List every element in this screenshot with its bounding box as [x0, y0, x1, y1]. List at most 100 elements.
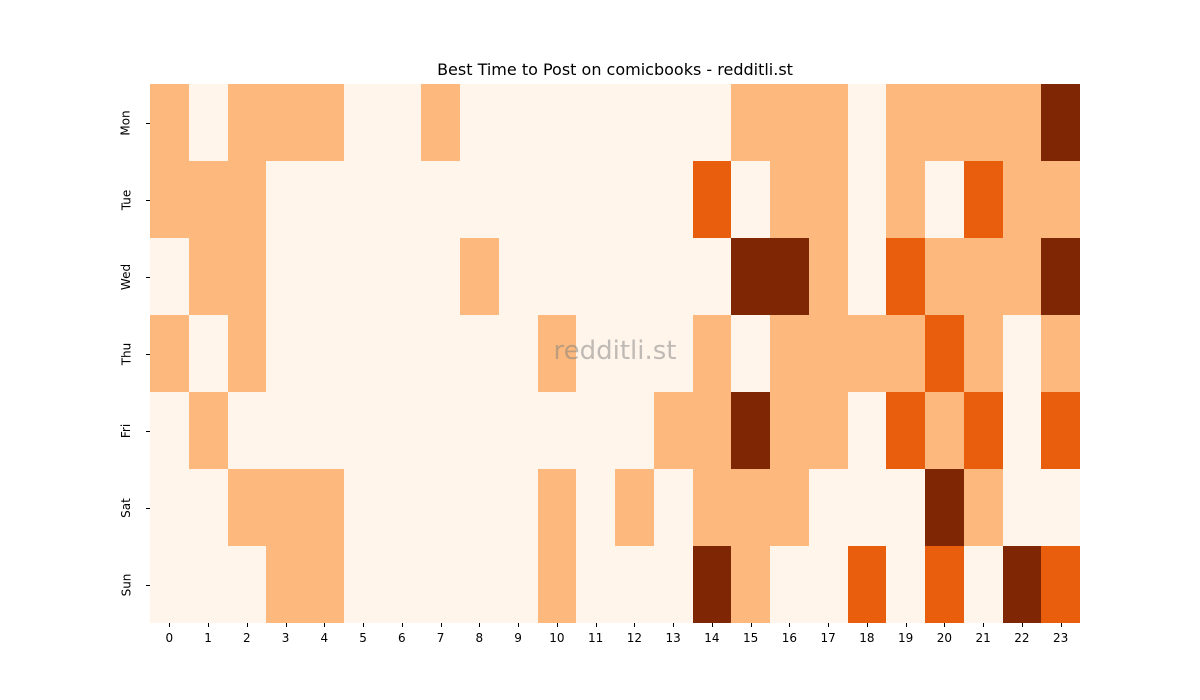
- heatmap-cell: [576, 392, 615, 469]
- heatmap-cell: [1041, 546, 1080, 623]
- heatmap-cell: [227, 161, 267, 238]
- heatmap-cell: [653, 392, 693, 469]
- heatmap-cell: [886, 315, 925, 392]
- heatmap-cell: [460, 315, 499, 392]
- heatmap-cell: [382, 161, 422, 238]
- heatmap-cell: [537, 392, 577, 469]
- heatmap-cell: [460, 469, 499, 546]
- heatmap-cell: [692, 238, 732, 315]
- heatmap-cell: [1002, 546, 1042, 623]
- heatmap-cell: [925, 161, 964, 238]
- x-tick-label: 18: [859, 631, 875, 645]
- heatmap-cell: [847, 315, 887, 392]
- heatmap-cell: [460, 161, 499, 238]
- heatmap-cell: [188, 315, 228, 392]
- x-tick-label: 7: [436, 631, 445, 645]
- heatmap-cell: [1041, 84, 1080, 161]
- heatmap-cell: [188, 84, 228, 161]
- heatmap-cell: [305, 84, 344, 161]
- heatmap-cell: [653, 546, 693, 623]
- heatmap-cell: [692, 546, 732, 623]
- heatmap-cell: [731, 546, 770, 623]
- heatmap-cell: [886, 392, 925, 469]
- x-tick: [479, 623, 481, 627]
- heatmap-cell: [305, 546, 344, 623]
- heatmap-cell: [537, 315, 577, 392]
- y-tick-label: Wed: [119, 263, 134, 290]
- heatmap-cell: [731, 469, 770, 546]
- heatmap-cell: [1002, 238, 1042, 315]
- heatmap-cell: [266, 84, 305, 161]
- x-tick: [556, 623, 558, 627]
- heatmap-cell: [770, 84, 809, 161]
- heatmap-cell: [925, 84, 964, 161]
- heatmap-cell: [615, 238, 654, 315]
- heatmap-cell: [770, 315, 809, 392]
- heatmap-cell: [692, 161, 732, 238]
- heatmap-cell: [886, 84, 925, 161]
- heatmap-cell: [1041, 469, 1080, 546]
- x-tick-label: 14: [704, 631, 720, 645]
- y-tick: [146, 507, 150, 509]
- heatmap-cell: [498, 161, 538, 238]
- heatmap-cell: [1041, 238, 1080, 315]
- heatmap-cell: [847, 546, 887, 623]
- x-tick-label: 12: [626, 631, 643, 645]
- heatmap-cell: [460, 392, 499, 469]
- x-tick: [246, 623, 248, 627]
- heatmap-cell: [343, 161, 383, 238]
- x-tick: [401, 623, 403, 627]
- x-tick: [1060, 623, 1062, 627]
- x-tick: [363, 623, 365, 627]
- x-tick: [983, 623, 985, 627]
- heatmap-cell: [266, 238, 305, 315]
- heatmap-cell: [188, 469, 228, 546]
- heatmap-grid: [150, 84, 1080, 623]
- heatmap-cell: [227, 238, 267, 315]
- heatmap-cell: [227, 546, 267, 623]
- heatmap-cell: [808, 392, 848, 469]
- heatmap-cell: [808, 469, 848, 546]
- heatmap-cell: [343, 238, 383, 315]
- heatmap-cell: [808, 84, 848, 161]
- heatmap-cell: [460, 546, 499, 623]
- heatmap-cell: [770, 546, 809, 623]
- y-axis: Mon Tue Wed Thu Fri Sat Sun: [110, 84, 150, 623]
- x-tick-label: 1: [204, 631, 212, 645]
- heatmap-cell: [382, 84, 422, 161]
- heatmap-cell: [576, 84, 615, 161]
- heatmap-cell: [150, 392, 189, 469]
- heatmap-cell: [770, 392, 809, 469]
- y-tick: [146, 353, 150, 355]
- x-tick-label: 8: [475, 631, 484, 645]
- heatmap-cell: [498, 238, 538, 315]
- heatmap-cell: [382, 546, 422, 623]
- heatmap-cell: [963, 84, 1003, 161]
- heatmap-cell: [188, 546, 228, 623]
- heatmap-cell: [498, 84, 538, 161]
- heatmap-cell: [963, 546, 1003, 623]
- heatmap-cell: [382, 469, 422, 546]
- heatmap-cell: [1002, 84, 1042, 161]
- x-tick: [1021, 623, 1023, 627]
- heatmap-cell: [1041, 315, 1080, 392]
- y-tick: [146, 122, 150, 124]
- heatmap-cell: [963, 315, 1003, 392]
- x-tick-label: 23: [1052, 631, 1069, 645]
- heatmap-cell: [576, 161, 615, 238]
- watermark: redditli.st: [553, 336, 677, 366]
- heatmap-cell: [1002, 315, 1042, 392]
- y-tick: [146, 584, 150, 586]
- heatmap-cell: [188, 392, 228, 469]
- heatmap-cell: [847, 84, 887, 161]
- heatmap-cell: [770, 161, 809, 238]
- heatmap-cell: [150, 546, 189, 623]
- heatmap-cell: [150, 469, 189, 546]
- x-tick: [905, 623, 907, 627]
- y-tick-label: Tue: [119, 189, 133, 210]
- heatmap-cell: [886, 238, 925, 315]
- heatmap-cell: [692, 315, 732, 392]
- heatmap-cell: [305, 469, 344, 546]
- x-tick: [634, 623, 636, 627]
- x-tick: [750, 623, 752, 627]
